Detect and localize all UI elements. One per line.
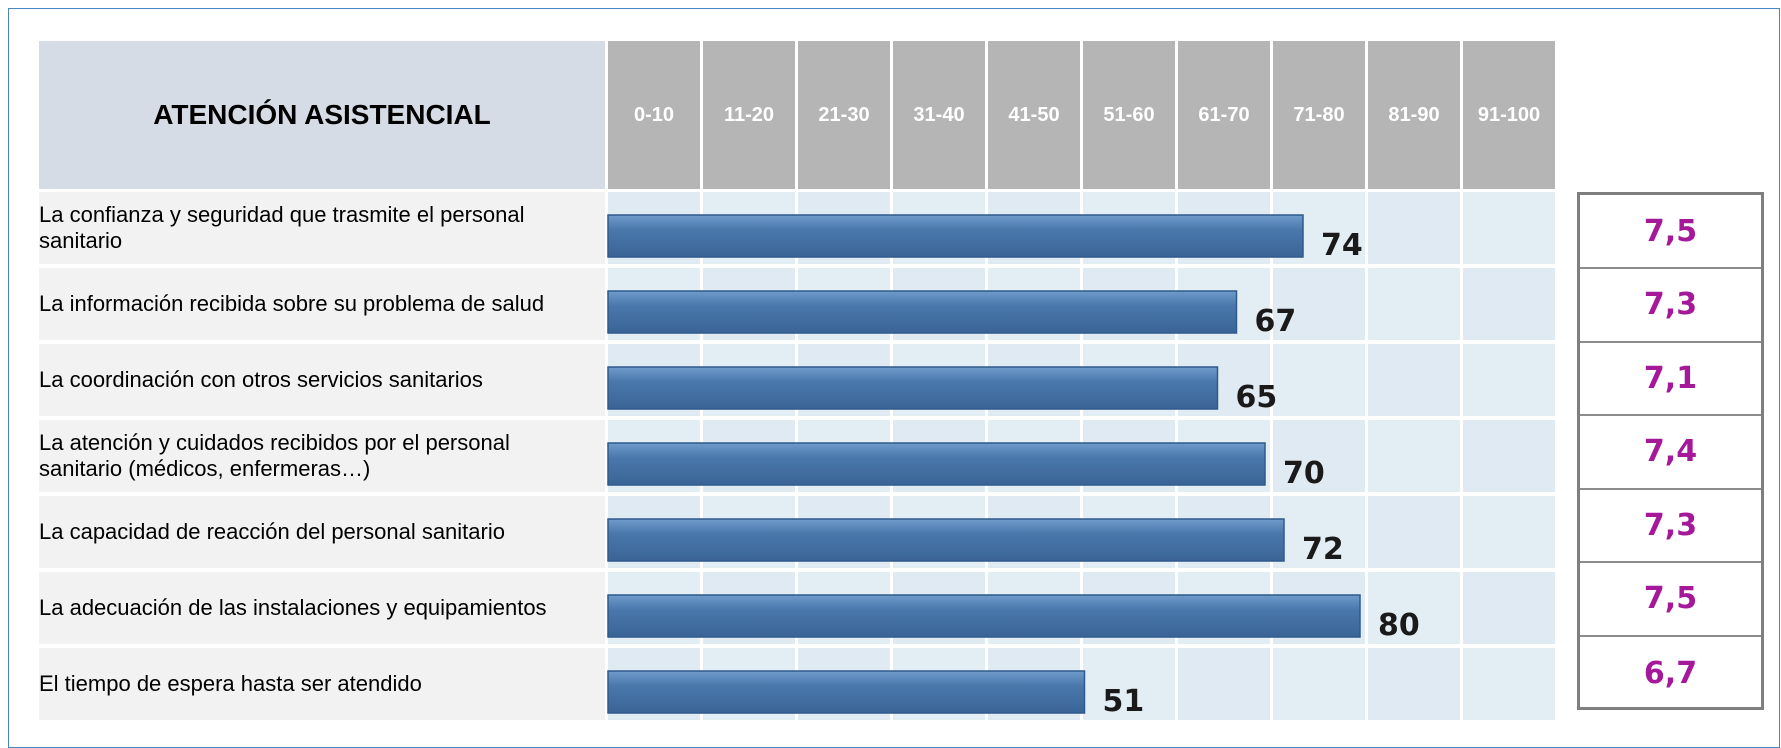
range-header-51-60: 51-60 <box>1083 41 1175 189</box>
row-label: La confianza y seguridad que trasmite el… <box>39 192 605 264</box>
grid-cell <box>1463 192 1555 264</box>
range-header-label: 51-60 <box>1103 103 1155 126</box>
grid-cell <box>1273 344 1365 416</box>
grid-cell <box>1463 420 1555 492</box>
score-value: 7,3 <box>1580 489 1761 563</box>
grid-cell <box>1463 572 1555 644</box>
score-value: 7,5 <box>1580 195 1761 269</box>
grid-cell <box>1273 648 1365 720</box>
bar-value-label: 70 <box>1283 456 1325 491</box>
score-value: 7,1 <box>1580 342 1761 416</box>
range-header-91-100: 91-100 <box>1463 41 1555 189</box>
grid-cell <box>1463 648 1555 720</box>
bar <box>607 214 1304 258</box>
grid-cell <box>1463 344 1555 416</box>
bar-value-label: 80 <box>1378 608 1420 643</box>
score-column: 7,5 7,3 7,1 7,4 7,3 7,5 6,7 <box>1577 192 1764 710</box>
range-header-21-30: 21-30 <box>798 41 890 189</box>
range-header-label: 0-10 <box>633 103 675 126</box>
bar <box>607 594 1361 638</box>
grid-cell <box>1368 420 1460 492</box>
grid-cell <box>1463 496 1555 568</box>
grid-cell <box>1368 192 1460 264</box>
row-label: La información recibida sobre su problem… <box>39 268 605 340</box>
bar <box>607 442 1266 486</box>
range-header-label: 11-20 <box>723 103 775 126</box>
bar-value-label: 67 <box>1255 304 1297 339</box>
bar-value-label: 65 <box>1236 380 1278 415</box>
range-header-label: 91-100 <box>1477 103 1541 126</box>
range-header-label: 81-90 <box>1388 103 1440 126</box>
range-header-71-80: 71-80 <box>1273 41 1365 189</box>
bar <box>607 290 1238 334</box>
bar-value-label: 74 <box>1321 228 1363 263</box>
range-header-31-40: 31-40 <box>893 41 985 189</box>
bar <box>607 670 1086 714</box>
bar-value-label: 72 <box>1302 532 1344 567</box>
grid-cell <box>1273 268 1365 340</box>
bar <box>607 518 1285 562</box>
row-label: La atención y cuidados recibidos por el … <box>39 420 605 492</box>
range-header-0-10: 0-10 <box>608 41 700 189</box>
range-header-label: 71-80 <box>1293 103 1345 126</box>
range-header-label: 31-40 <box>913 103 965 126</box>
range-header-label: 21-30 <box>818 103 870 126</box>
row-label: La coordinación con otros servicios sani… <box>39 344 605 416</box>
score-value: 7,3 <box>1580 269 1761 343</box>
score-value: 7,4 <box>1580 416 1761 490</box>
row-label: La adecuación de las instalaciones y equ… <box>39 572 605 644</box>
range-header-61-70: 61-70 <box>1178 41 1270 189</box>
range-header-11-20: 11-20 <box>703 41 795 189</box>
grid-cell <box>1368 648 1460 720</box>
score-value: 6,7 <box>1643 655 1698 691</box>
range-header-81-90: 81-90 <box>1368 41 1460 189</box>
range-header-41-50: 41-50 <box>988 41 1080 189</box>
grid-cell <box>1368 344 1460 416</box>
table-title: ATENCIÓN ASISTENCIAL <box>39 41 605 189</box>
score-value: 7,5 <box>1580 563 1761 637</box>
grid-cell <box>1463 268 1555 340</box>
bar-value-label: 51 <box>1103 684 1145 719</box>
range-header-label: 41-50 <box>1008 103 1060 126</box>
grid-cell <box>1273 420 1365 492</box>
grid-cell <box>1368 268 1460 340</box>
grid-cell <box>1368 496 1460 568</box>
range-header-label: 61-70 <box>1198 103 1250 126</box>
grid-cell <box>1273 496 1365 568</box>
grid-cell <box>1178 648 1270 720</box>
grid-cell <box>1368 572 1460 644</box>
row-label: La capacidad de reacción del personal sa… <box>39 496 605 568</box>
grid-cell <box>1083 648 1175 720</box>
bar <box>607 366 1219 410</box>
row-label: El tiempo de espera hasta ser atendido <box>39 648 605 720</box>
